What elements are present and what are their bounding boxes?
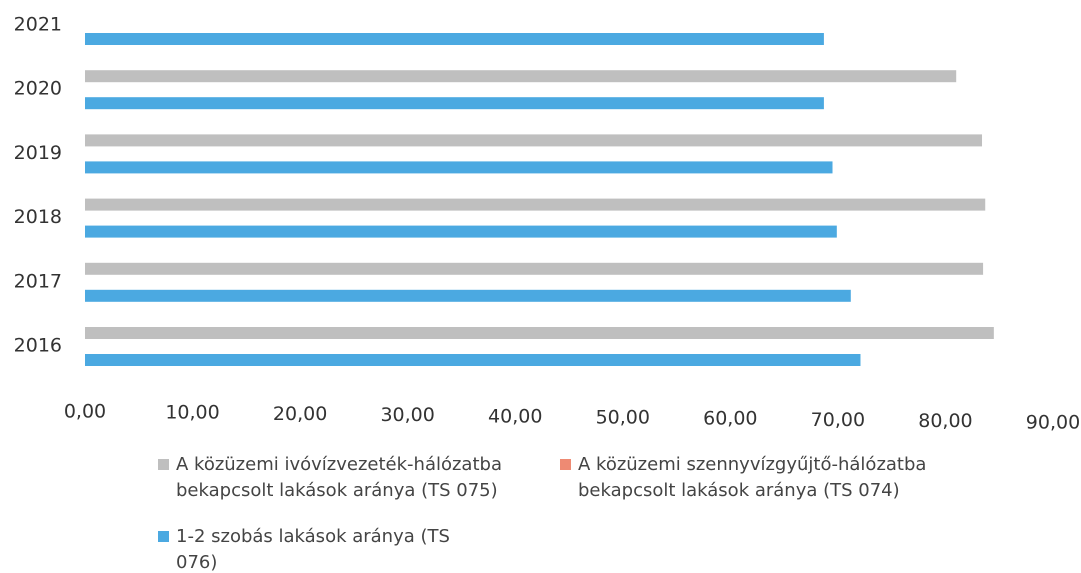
y-tick-label: 2018 [14, 206, 62, 228]
bar [85, 225, 837, 238]
plot: 0,00 10,00 20,00 30,00 40,00 50,00 60,00 70,00 8… [14, 14, 1081, 434]
bar [85, 70, 957, 83]
x-tick-label: 10,00 [165, 402, 219, 424]
y-tick-label: 2021 [14, 14, 62, 36]
legend-item: 1-2 szobás lakások aránya (TS 076) [158, 524, 496, 573]
x-tick-label: 60,00 [703, 408, 757, 430]
x-tick-label: 20,00 [273, 403, 327, 425]
legend-label: A közüzemi szennyvízgyűjtő-hálózatba bek… [578, 454, 927, 501]
y-tick-label: 2017 [14, 270, 62, 292]
bar [85, 198, 986, 211]
legend-label: A közüzemi ivóvízvezeték-hálózatba bekap… [176, 454, 502, 501]
bar [85, 327, 994, 339]
x-tick-label: 40,00 [488, 405, 542, 427]
bar [85, 134, 983, 147]
x-tick-label: 0,00 [64, 401, 106, 423]
bar [85, 289, 851, 302]
x-tick-label: 70,00 [811, 409, 865, 431]
bar [85, 97, 824, 110]
legend-swatch [560, 459, 571, 470]
legend-item: A közüzemi ivóvízvezeték-hálózatba bekap… [158, 452, 566, 504]
x-tick-label: 30,00 [380, 404, 434, 426]
y-tick-label: 2019 [14, 142, 62, 164]
x-tick-label: 80,00 [918, 410, 972, 432]
bar [85, 262, 984, 275]
bar [85, 161, 833, 174]
legend-swatch [158, 459, 169, 470]
y-tick-label: 2016 [14, 335, 62, 357]
x-tick-label: 50,00 [596, 407, 650, 429]
legend-label: 1-2 szobás lakások aránya (TS 076) [176, 526, 450, 573]
x-tick-label: 90,00 [1026, 411, 1080, 433]
legend-swatch [158, 531, 169, 542]
bar [85, 33, 824, 45]
legend-item: A közüzemi szennyvízgyűjtő-hálózatba bek… [560, 452, 978, 504]
y-tick-label: 2020 [14, 78, 62, 100]
bar [85, 354, 861, 366]
